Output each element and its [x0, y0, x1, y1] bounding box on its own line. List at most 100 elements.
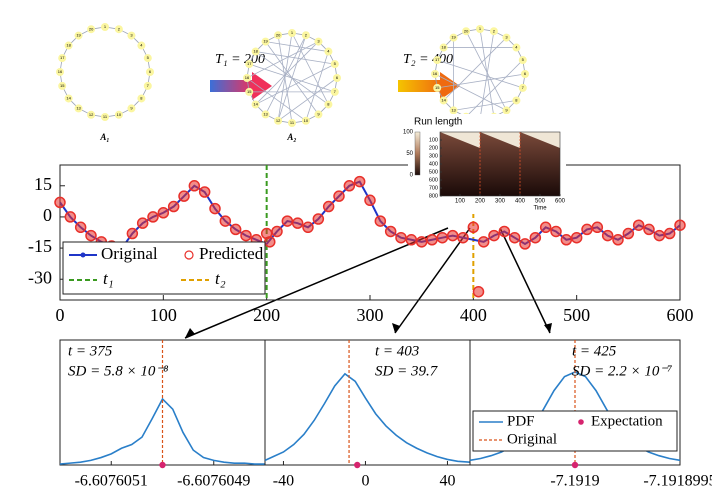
pdf-panel: -6.6076051 -6.6076049 t = 375 SD = 5.8 × 10… — [59, 339, 266, 490]
annotation: SD = 39.7 — [375, 363, 439, 379]
predicted-point — [539, 221, 552, 234]
predicted-point — [136, 217, 149, 229]
predicted-point — [374, 215, 387, 227]
y-tick-label: 15 — [34, 174, 52, 194]
legend-label: Original — [507, 431, 557, 447]
node-label: 3 — [317, 39, 320, 44]
predicted-point — [405, 234, 418, 246]
colorbar-tick-label: 100 — [403, 130, 414, 136]
node — [502, 106, 511, 115]
predicted-point — [457, 231, 469, 244]
predicted-point — [570, 231, 583, 244]
node — [288, 29, 296, 37]
node — [439, 96, 448, 105]
legend-label: Predicted — [199, 244, 264, 263]
node — [58, 54, 67, 63]
legend-swatch — [80, 252, 86, 258]
node-label: 19 — [263, 39, 268, 44]
node — [243, 74, 251, 82]
predicted-point — [74, 221, 87, 234]
predicted-point — [612, 234, 624, 246]
node — [245, 60, 254, 69]
node — [288, 119, 296, 127]
legend-label: t₂ — [215, 269, 226, 288]
x-tick-label: 0 — [56, 305, 65, 325]
predicted-point — [436, 231, 449, 244]
legend: Original Predicted t₁ t₂ — [62, 241, 266, 295]
annotation: t = 375 — [68, 343, 113, 359]
predicted-point — [322, 200, 335, 213]
edge — [479, 31, 495, 120]
predicted-point — [663, 227, 676, 240]
predicted-point — [467, 221, 480, 234]
node-label: 2 — [118, 26, 121, 31]
node-label: 16 — [245, 75, 250, 80]
legend-swatch — [184, 250, 194, 260]
predicted-point — [271, 225, 283, 238]
heat-region — [480, 132, 520, 196]
node-label: 15 — [435, 85, 440, 90]
x-tick-label: 200 — [475, 199, 486, 205]
x-tick-label: -7.1918995 — [643, 473, 712, 490]
node — [330, 87, 339, 96]
node-label: 1 — [479, 26, 482, 31]
y-tick-label: 200 — [429, 145, 438, 151]
predicted-point — [178, 190, 190, 202]
predicted-point — [302, 221, 314, 234]
node-label: 12 — [276, 118, 281, 123]
node-label: 10 — [117, 112, 122, 117]
node-label: 3 — [505, 35, 508, 40]
node-label: 18 — [253, 49, 258, 54]
node — [261, 37, 270, 46]
node-label: 4 — [515, 45, 518, 50]
node-label: 11 — [103, 114, 108, 119]
x-tick-label: 600 — [667, 305, 694, 325]
pdf-curve — [59, 397, 265, 465]
arrow-head — [185, 328, 195, 338]
node — [274, 31, 283, 40]
node-label: 15 — [247, 89, 252, 94]
predicted-point — [219, 215, 232, 227]
annotation: t = 425 — [572, 343, 617, 359]
predicted-point — [209, 202, 221, 215]
predicted-point — [312, 213, 325, 225]
node — [114, 25, 123, 34]
predicted-point — [519, 238, 531, 250]
edge — [437, 73, 526, 89]
node-label: 11 — [290, 120, 295, 125]
edge — [246, 77, 307, 122]
predicted-point — [446, 229, 459, 242]
network-label: A₂ — [286, 132, 296, 142]
node-label: 16 — [433, 71, 438, 76]
zoom-arrow — [184, 227, 449, 339]
predicted-point — [488, 229, 500, 242]
predicted-point — [85, 229, 97, 242]
node — [431, 70, 439, 78]
node — [143, 54, 152, 63]
node — [324, 100, 333, 109]
main-chart: 0 100 200 300 400 500 600 -30 -15 0 15 Original Pred… — [28, 164, 694, 325]
node — [146, 68, 154, 76]
edge — [443, 37, 507, 101]
predicted-point — [198, 186, 211, 198]
node-label: 13 — [76, 105, 81, 110]
zoom-arrow — [499, 227, 551, 334]
legend-box — [62, 241, 266, 295]
node-label: 4 — [327, 49, 330, 54]
expectation-point — [354, 461, 361, 469]
arrow-body — [210, 80, 254, 92]
node-label: 8 — [515, 98, 518, 103]
pdf-panel: -7.1919 -7.1918995 t = 425 SD = 2.2 × 10⁻⁷ P… — [469, 339, 712, 490]
x-tick-label: 300 — [495, 199, 506, 205]
predicted-point — [426, 234, 438, 246]
node-label: 7 — [147, 83, 150, 88]
colorbar-tick-label: 50 — [406, 151, 413, 157]
node-label: 19 — [451, 35, 456, 40]
predicted-point — [395, 231, 407, 244]
predicted-point — [126, 227, 139, 240]
predicted-point — [622, 227, 635, 240]
arrow-head — [392, 323, 400, 333]
node — [314, 37, 323, 46]
